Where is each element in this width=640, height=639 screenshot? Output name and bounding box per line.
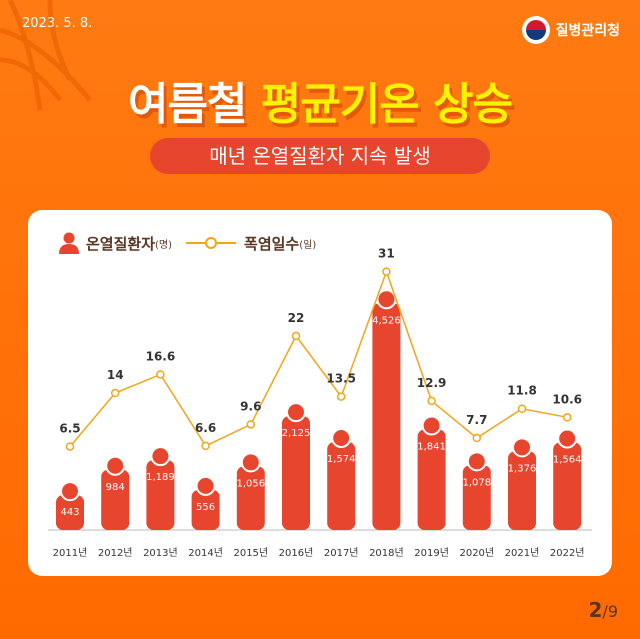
heatwave-point [110,388,120,398]
kdca-logo: 질병관리청 [521,16,620,44]
heatwave-label: 9.6 [240,399,261,413]
bar [282,416,310,530]
bar-label: 1,564 [553,454,582,465]
bar-label: 4,526 [372,315,401,326]
heatwave-point [336,392,346,401]
heatwave-point [246,420,256,429]
title-white: 여름철 [128,79,247,130]
x-tick-label: 2017년 [324,547,359,559]
x-tick-label: 2018년 [369,547,404,559]
person-icon [59,232,79,254]
bar [417,429,446,530]
bar-head [286,402,306,423]
heatwave-label: 12.9 [417,376,447,390]
bar [508,451,536,530]
heatwave-point [472,433,482,443]
palm-leaf-decoration [0,0,92,110]
bar [56,495,84,530]
heatwave-point [201,441,210,451]
heatwave-label: 6.5 [59,422,80,436]
heatwave-point [517,404,527,413]
bar-head [105,455,126,476]
page-total: /9 [602,602,618,621]
date: 2023. 5. 8. [22,16,93,31]
bar [553,442,582,530]
legend: 온열질환자 (명) 폭염일수 (일) [58,232,316,254]
bar [101,469,130,530]
bar-head [331,428,352,449]
chart: 443 2011년 984 2012년 1,189 2013년 556 2014년 1,056 2… [48,247,592,559]
bar-label: 1,189 [146,472,175,483]
bar-label: 1,056 [236,478,265,489]
x-tick-label: 2015년 [233,547,268,559]
bar [191,489,220,530]
bar [327,442,356,530]
taegeuk-icon [521,16,550,44]
bar-head [421,415,442,436]
x-tick-label: 2020년 [459,547,494,559]
heatwave-point [427,396,436,406]
bar-head [557,428,578,449]
bar-head [150,446,171,467]
x-tick-label: 2022년 [550,547,585,559]
x-tick-label: 2012년 [98,547,133,559]
line-marker-icon [186,237,237,249]
title-yellow: 평균기온 상승 [260,79,513,130]
bar [236,466,265,530]
heatwave-point [382,267,391,276]
bar-label: 556 [196,502,215,513]
page-title: 여름철 평균기온 상승 [0,68,640,132]
heatwave-point [562,413,572,422]
heatwave-label: 22 [288,311,305,325]
page-indicator: 2/9 [589,598,619,622]
bar-head [60,481,80,502]
bar-label: 984 [106,482,125,493]
heatwave-point [65,442,75,451]
legend-patients-unit: (명) [155,239,173,251]
bar-label: 2,125 [282,428,311,439]
bar-label: 443 [60,507,79,518]
bar-head [376,289,397,310]
chart-card: 온열질환자 (명) 폭염일수 (일) 443 2011년 984 2012년 1,189 20… [28,210,612,576]
heatwave-label: 31 [378,247,395,261]
bar-head [240,452,261,473]
x-tick-label: 2019년 [414,547,449,559]
x-tick-label: 2021년 [505,547,540,559]
bar [462,465,491,530]
heatwave-label: 14 [107,368,124,382]
heatwave-label: 7.7 [466,413,487,427]
heatwave-point [156,370,165,379]
heatwave-point [291,331,301,341]
legend-heatwave-unit: (일) [299,239,317,251]
heatwave-label: 11.8 [507,384,537,398]
bar-head [195,475,216,496]
bar-label: 1,574 [327,454,356,465]
bar-head [466,451,487,472]
bar-label: 1,841 [417,441,446,452]
heatwave-label: 6.6 [195,421,216,435]
bar [146,460,175,530]
heatwave-label: 16.6 [146,349,176,363]
bar-head [512,437,532,458]
x-tick-label: 2016년 [279,547,314,559]
bar [372,303,401,530]
page-current: 2 [588,598,603,622]
heatwave-label: 10.6 [552,392,582,406]
org-name: 질병관리청 [555,23,620,39]
bar-label: 1,078 [462,477,491,488]
heatwave-label: 13.5 [326,372,356,386]
x-tick-label: 2011년 [53,547,88,559]
subtitle: 매년 온열질환자 지속 발생 [150,138,490,174]
legend-heatwave: 폭염일수 [244,234,300,253]
heatwave-line [69,269,568,448]
legend-patients: 온열질환자 [86,234,156,253]
x-tick-label: 2014년 [188,547,223,559]
x-tick-label: 2013년 [143,547,178,559]
bar-label: 1,376 [508,463,537,474]
